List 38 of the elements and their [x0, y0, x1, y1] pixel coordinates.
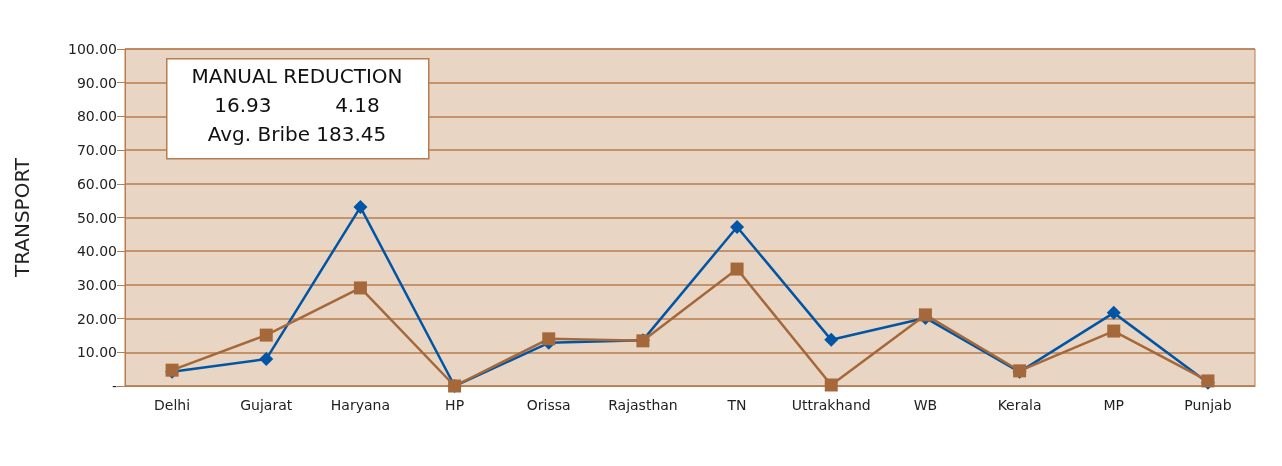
annotation: MANUAL REDUCTION [191, 64, 403, 88]
x-tick-label: Uttrakhand [791, 397, 871, 413]
y-tick-label: 40.00 [76, 243, 117, 260]
point [542, 332, 556, 346]
point [730, 262, 744, 276]
point [353, 281, 367, 295]
point [259, 328, 273, 342]
x-tick-label: Rajasthan [608, 397, 678, 413]
y-tick-label: - [111, 378, 117, 394]
annotation: Avg. Bribe 183.45 [207, 122, 387, 146]
x-tick-label: Gujarat [240, 397, 293, 413]
y-tick-label: 10.00 [76, 344, 117, 361]
y-tick-label: 70.00 [76, 142, 117, 159]
x-tick-label: Orissa [526, 397, 571, 413]
x-tick-label: WB [913, 397, 938, 413]
point [1107, 324, 1121, 338]
point [259, 352, 274, 367]
y-tick-label: 80.00 [76, 108, 117, 125]
x-tick-label: HP [445, 397, 465, 413]
point [1106, 305, 1121, 320]
point [824, 378, 838, 392]
y-tick-label: 60.00 [76, 175, 117, 192]
y-tick-label: 50.00 [76, 209, 117, 226]
y-tick-label: 90.00 [76, 74, 117, 91]
point [824, 332, 839, 347]
y-tick-label: 30.00 [76, 276, 117, 293]
x-tick-label: TN [726, 397, 747, 413]
x-tick-label: Delhi [154, 397, 191, 413]
point [730, 219, 745, 234]
x-tick-label: Kerala [997, 397, 1042, 413]
y-tick-label: 100.00 [68, 41, 117, 57]
x-tick-label: Haryana [330, 397, 391, 413]
x-tick-label: MP [1103, 397, 1125, 413]
annotation: 16.93 4.18 [214, 93, 380, 117]
y-tick-label: 20.00 [76, 310, 117, 327]
x-tick-label: Punjab [1184, 397, 1232, 413]
y-axis-title: TRANSPORT [10, 157, 34, 279]
point [353, 200, 368, 215]
